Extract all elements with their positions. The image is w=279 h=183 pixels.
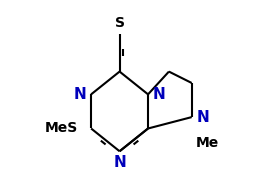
Text: S: S: [115, 16, 125, 30]
Text: N: N: [113, 155, 126, 170]
Text: MeS: MeS: [45, 122, 78, 135]
Text: N: N: [74, 87, 86, 102]
Text: N: N: [196, 110, 209, 125]
Text: N: N: [153, 87, 165, 102]
Text: Me: Me: [196, 136, 219, 150]
